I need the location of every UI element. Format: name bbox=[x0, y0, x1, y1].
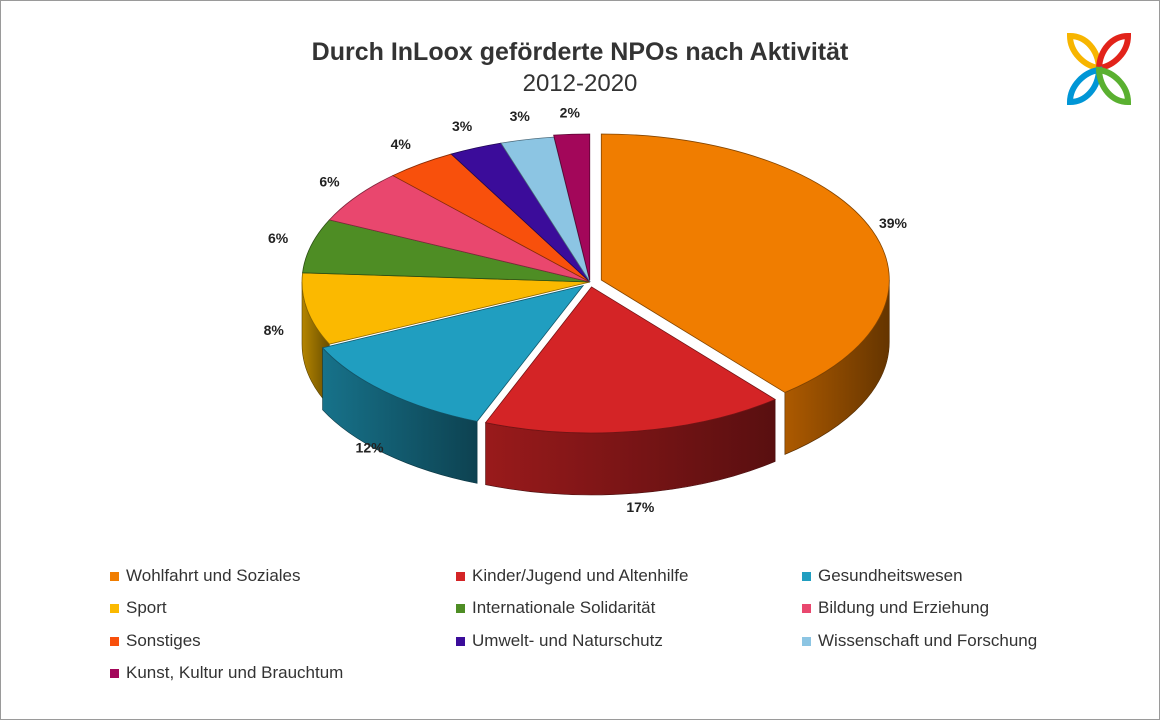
data-label-10: 2% bbox=[560, 104, 581, 120]
pie-chart: 39% 17% 12% 8% 6% 6% 4% 3% 3% 2% bbox=[264, 104, 908, 515]
pie-slices bbox=[301, 133, 890, 434]
chart-subtitle: 2012-2020 bbox=[522, 70, 638, 97]
inloox-logo bbox=[1066, 32, 1132, 106]
data-label-4: 8% bbox=[264, 322, 285, 338]
data-label-9: 3% bbox=[510, 108, 531, 124]
data-label-2: 17% bbox=[626, 499, 655, 515]
pie-slice-4 bbox=[301, 272, 591, 345]
logo-petals bbox=[1066, 32, 1132, 106]
chart-title: Durch InLoox geförderte NPOs nach Aktivi… bbox=[311, 38, 849, 66]
data-label-6: 6% bbox=[319, 173, 340, 189]
pie-slice-2 bbox=[484, 286, 777, 434]
pie-slice-1 bbox=[600, 133, 890, 393]
data-label-7: 4% bbox=[391, 136, 412, 152]
pie-sides bbox=[301, 279, 890, 496]
pie-slice-3 bbox=[321, 284, 585, 422]
pie-slice-10 bbox=[553, 133, 591, 281]
data-label-1: 39% bbox=[879, 215, 908, 231]
data-label-8: 3% bbox=[452, 118, 473, 134]
pie-labels: 39% 17% 12% 8% 6% 6% 4% 3% 3% 2% bbox=[264, 104, 908, 515]
data-label-5: 6% bbox=[268, 230, 289, 246]
data-label-3: 12% bbox=[356, 440, 385, 456]
